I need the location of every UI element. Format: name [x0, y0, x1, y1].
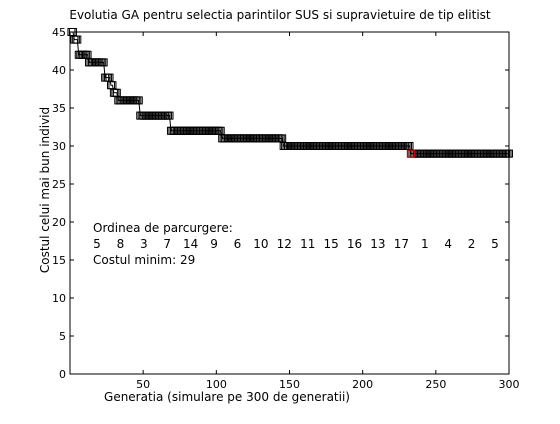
data-point [73, 35, 82, 44]
order-label: Ordinea de parcurgere: [93, 221, 233, 235]
data-point [216, 126, 225, 135]
data-point [405, 142, 414, 150]
order-item: 2 [468, 237, 476, 251]
order-item: 9 [210, 237, 218, 251]
axes-box [69, 31, 510, 375]
final-point [406, 149, 416, 158]
data-point [278, 134, 287, 143]
order-item: 15 [323, 237, 338, 251]
data-point [134, 96, 143, 105]
y-axis-label: Costul celui mai bun individ [38, 107, 52, 273]
x-tick-label: 200 [352, 378, 373, 391]
x-tick-label: 50 [136, 378, 150, 391]
data-point [83, 50, 92, 59]
x-tick-label: 300 [499, 378, 520, 391]
x-tick-label: 250 [425, 378, 446, 391]
order-item: 5 [93, 237, 101, 251]
y-tick-label: 35 [52, 102, 66, 115]
y-tick-label: 40 [52, 64, 66, 77]
order-item: 7 [163, 237, 171, 251]
min-cost-label: Costul minim: 29 [93, 253, 195, 267]
y-tick-label: 25 [52, 178, 66, 191]
order-item: 14 [183, 237, 198, 251]
order-item: 13 [370, 237, 385, 251]
order-sequence: 5 8 3 7 14 9 6 10 12 11 15 16 13 17 1 4 2 5 [93, 237, 499, 251]
series-line [71, 31, 509, 155]
chart-title: Evolutia GA pentru selectia parintilor S… [69, 8, 491, 22]
x-tick-label: 100 [206, 378, 227, 391]
y-tick-label: 15 [52, 254, 66, 267]
data-point [99, 58, 108, 67]
y-tick-label: 5 [59, 330, 66, 343]
y-tick-label: 30 [52, 140, 66, 153]
series-markers [67, 28, 513, 158]
y-tick-label: 10 [52, 292, 66, 305]
order-item: 4 [444, 237, 452, 251]
axis-ticks [70, 31, 510, 375]
order-item: 5 [491, 237, 499, 251]
order-item: 8 [117, 237, 125, 251]
x-tick-label: 150 [279, 378, 300, 391]
series-steps [71, 31, 509, 155]
y-tick-label: 20 [52, 216, 66, 229]
data-point [165, 111, 174, 120]
order-item: 16 [347, 237, 362, 251]
data-point [108, 81, 117, 90]
order-item: 6 [234, 237, 242, 251]
y-tick-label: 45 [52, 26, 66, 39]
x-axis-label: Generatia (simulare pe 300 de generatii) [104, 390, 350, 404]
order-item: 12 [277, 237, 292, 251]
order-item: 10 [253, 237, 268, 251]
order-item: 1 [421, 237, 429, 251]
order-item: 3 [140, 237, 148, 251]
data-point [105, 73, 114, 82]
order-item: 11 [300, 237, 315, 251]
data-point [112, 88, 121, 97]
order-item: 17 [394, 237, 409, 251]
y-tick-label: 0 [59, 368, 66, 381]
